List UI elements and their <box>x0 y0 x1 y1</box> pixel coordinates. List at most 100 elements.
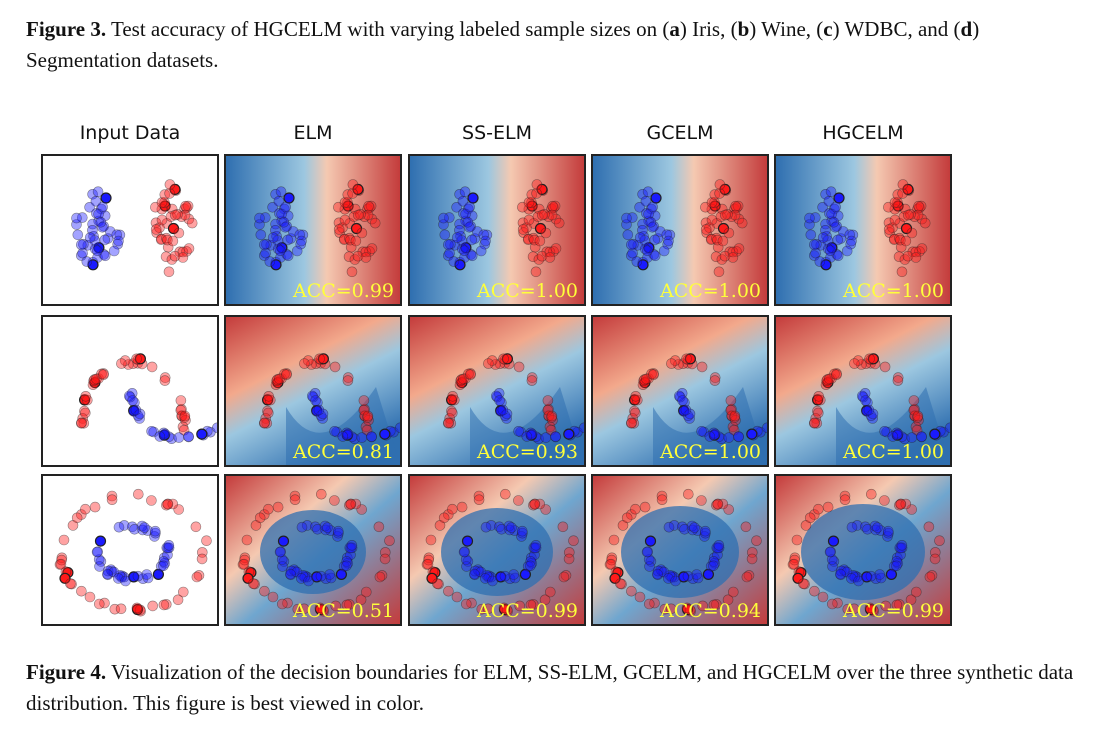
red-class-point <box>456 501 468 513</box>
blue-class-point <box>702 568 715 581</box>
blue-class-point <box>631 256 643 267</box>
red-class-point <box>134 353 147 365</box>
blue-class-point <box>663 235 674 247</box>
red-class-point <box>629 503 641 515</box>
input-data-panel <box>41 154 219 306</box>
red-class-point <box>609 572 621 584</box>
blue-class-point <box>480 521 492 533</box>
red-class-point <box>544 252 556 263</box>
red-class-point <box>892 197 903 208</box>
blue-class-point <box>196 428 208 440</box>
blue-class-point <box>804 212 815 224</box>
blue-class-point <box>846 235 857 247</box>
red-class-point <box>170 209 181 221</box>
blue-class-point <box>442 239 454 250</box>
red-class-point <box>531 179 543 190</box>
red-class-point <box>546 410 558 422</box>
red-class-point <box>532 211 544 222</box>
red-class-point <box>811 394 824 406</box>
red-class-point <box>867 604 879 616</box>
red-class-point <box>423 554 434 566</box>
red-class-point <box>177 246 189 258</box>
blue-class-point <box>696 426 707 437</box>
red-class-point <box>892 375 904 386</box>
red-class-point <box>79 407 91 419</box>
blue-class-point <box>478 229 490 240</box>
red-class-point <box>924 571 936 583</box>
decision-boundary-panel: ACC=0.51 <box>224 474 402 626</box>
red-class-point <box>684 604 696 616</box>
red-class-point <box>849 358 860 369</box>
red-class-point <box>528 232 539 244</box>
red-class-point <box>193 570 205 581</box>
red-class-point <box>934 535 945 546</box>
red-class-point <box>329 495 340 506</box>
red-class-point <box>341 599 353 611</box>
red-class-point <box>529 498 540 510</box>
red-class-point <box>89 501 101 513</box>
blue-class-point <box>274 546 286 558</box>
red-class-point <box>134 604 146 616</box>
red-class-point <box>345 234 356 246</box>
red-class-point <box>891 599 903 611</box>
blue-class-point <box>81 256 93 267</box>
blue-class-point <box>108 245 120 257</box>
blue-class-point <box>296 521 308 533</box>
red-class-point <box>201 535 212 546</box>
red-class-point <box>798 578 809 589</box>
red-class-point <box>76 417 87 429</box>
blue-class-point <box>641 245 653 256</box>
red-class-point <box>344 232 355 244</box>
red-class-point <box>709 372 721 383</box>
red-class-point <box>267 591 279 603</box>
red-class-point <box>55 558 67 570</box>
blue-class-point <box>458 245 470 256</box>
blue-class-point <box>264 256 276 267</box>
red-class-point <box>923 521 935 533</box>
red-class-point <box>720 209 731 221</box>
red-class-point <box>725 395 737 406</box>
red-class-point <box>78 394 91 406</box>
red-class-point <box>615 578 626 589</box>
red-class-point <box>159 197 170 208</box>
red-class-point <box>626 417 637 429</box>
accuracy-label: ACC=1.00 <box>476 280 578 302</box>
red-class-point <box>261 394 274 406</box>
red-class-point <box>531 188 542 199</box>
blue-class-point <box>291 245 303 257</box>
blue-class-point <box>303 575 314 587</box>
red-class-point <box>729 410 741 422</box>
red-class-point <box>864 602 876 614</box>
red-class-point <box>167 222 180 235</box>
red-class-point <box>438 512 450 524</box>
red-class-point <box>648 369 659 381</box>
red-class-point <box>517 224 529 235</box>
red-class-point <box>711 232 722 244</box>
blue-class-point <box>458 546 470 558</box>
scatter-plot <box>410 476 584 624</box>
blue-class-point <box>270 188 281 200</box>
blue-class-point <box>146 426 157 437</box>
blue-class-point <box>275 186 287 198</box>
figure-4-caption: Figure 4. Visualization of the decision … <box>26 657 1086 719</box>
red-class-point <box>897 179 909 190</box>
red-class-point <box>190 521 202 533</box>
red-class-point <box>241 534 253 546</box>
blue-class-point <box>270 259 282 271</box>
blue-class-point <box>158 560 169 572</box>
red-class-point <box>348 211 360 222</box>
decision-boundary-panel: ACC=0.99 <box>408 474 586 626</box>
red-class-point <box>482 603 494 615</box>
red-class-point <box>717 235 729 247</box>
blue-class-point <box>808 239 820 250</box>
blue-class-point <box>817 232 829 243</box>
red-class-point <box>289 494 301 506</box>
blue-class-point <box>91 245 103 256</box>
blue-class-point <box>645 217 657 228</box>
red-class-point <box>79 503 91 515</box>
blue-class-point <box>113 521 125 533</box>
scatter-plot <box>75 353 217 444</box>
red-class-point <box>700 224 712 235</box>
blue-class-point <box>454 188 465 200</box>
red-class-point <box>916 243 928 254</box>
